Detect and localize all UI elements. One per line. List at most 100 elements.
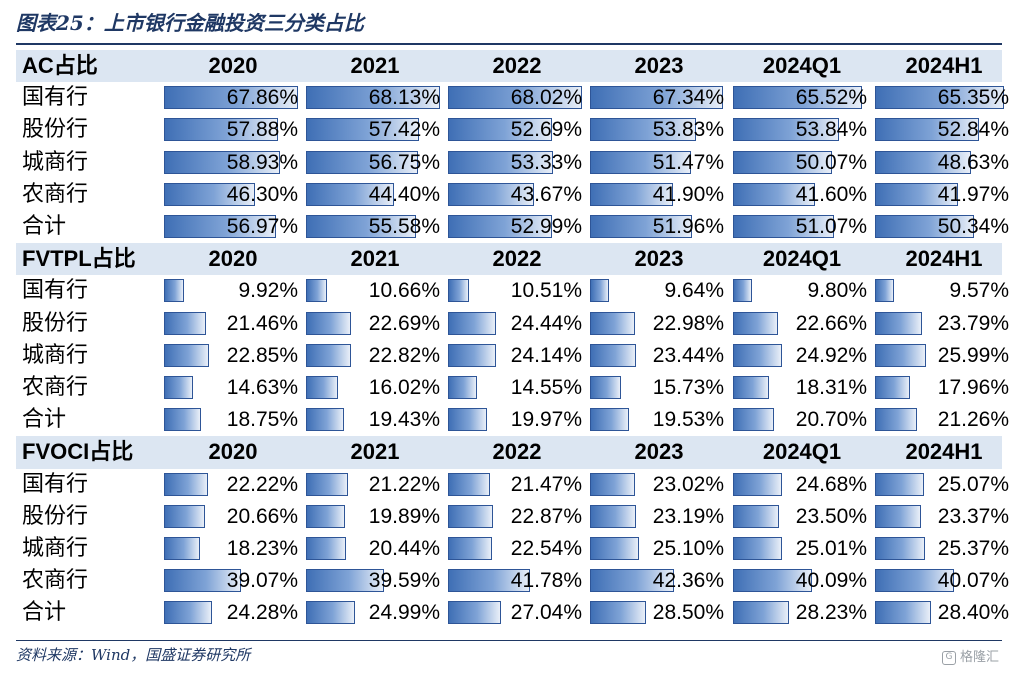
data-bar (306, 376, 338, 399)
value-cell: 10.51% (448, 275, 586, 307)
data-bar (448, 504, 494, 528)
value-text: 28.50% (652, 601, 724, 625)
column-header: 2024Q1 (762, 53, 842, 78)
column-header: 2023 (634, 246, 684, 272)
table-row: 城商行 58.93% 56.75% 53.33% 51.47% 50.07% 48.63% (16, 147, 1009, 179)
value-text: 53.83% (652, 118, 724, 142)
value-cell: 24.68% (733, 469, 871, 501)
data-bar (875, 118, 980, 142)
value-text: 52.84% (937, 118, 1009, 142)
value-cell: 55.58% (306, 211, 444, 243)
value-text: 18.75% (226, 408, 298, 432)
value-cell: 39.07% (164, 565, 302, 597)
column-header: 2021 (350, 439, 400, 465)
data-bar (448, 311, 497, 335)
value-text: 22.82% (368, 343, 440, 367)
column-header: 2022 (492, 246, 542, 272)
data-bar (875, 569, 954, 593)
data-bar (306, 472, 348, 496)
value-cell: 18.75% (164, 404, 302, 436)
value-cell: 43.67% (448, 179, 586, 211)
value-cell: 23.37% (875, 501, 1009, 533)
value-cell: 9.80% (733, 275, 871, 307)
value-text: 50.34% (937, 215, 1009, 238)
value-cell: 19.97% (448, 404, 586, 436)
value-text: 19.53% (652, 408, 724, 432)
data-bar (590, 279, 609, 303)
value-text: 17.96% (937, 376, 1009, 399)
value-text: 43.67% (510, 182, 582, 206)
data-bar (875, 311, 922, 335)
table-row: 合计 56.97% 55.58% 52.99% 51.96% 51.07% 50.34% (16, 211, 1009, 243)
value-cell: 22.85% (164, 340, 302, 372)
value-cell: 25.07% (875, 469, 1009, 501)
value-text: 23.19% (652, 504, 724, 528)
data-bar (733, 537, 783, 560)
value-text: 52.69% (510, 118, 582, 142)
data-bar (448, 118, 552, 142)
data-bar (306, 150, 418, 174)
column-header: 2024H1 (905, 439, 983, 465)
value-text: 23.37% (937, 504, 1009, 528)
value-cell: 52.69% (448, 114, 586, 146)
value-cell: 19.53% (590, 404, 728, 436)
footer-divider (16, 640, 1002, 641)
column-header: 2024Q1 (762, 246, 842, 272)
data-bar (448, 215, 553, 238)
value-cell: 41.90% (590, 179, 728, 211)
data-bar (590, 504, 636, 528)
value-text: 56.97% (226, 215, 298, 238)
value-cell: 20.66% (164, 501, 302, 533)
value-cell: 51.96% (590, 211, 728, 243)
value-text: 20.44% (368, 537, 440, 560)
data-bar (733, 215, 834, 238)
data-bar (875, 150, 971, 174)
value-cell: 23.19% (590, 501, 728, 533)
value-cell: 10.66% (306, 275, 444, 307)
value-cell: 15.73% (590, 372, 728, 404)
data-bar (875, 279, 894, 303)
data-bar (590, 215, 693, 238)
value-cell: 68.13% (306, 82, 444, 114)
data-bar (875, 182, 958, 206)
value-text: 15.73% (652, 376, 724, 399)
table-row: 城商行 18.23% 20.44% 22.54% 25.10% 25.01% 25.37% (16, 533, 1009, 565)
source-note: 资料来源：Wind，国盛证券研究所 (16, 646, 251, 664)
value-text: 24.99% (368, 601, 440, 625)
data-bar (590, 569, 674, 593)
table-row: 合计 24.28% 24.99% 27.04% 28.50% 28.23% 28.40% (16, 597, 1009, 629)
value-cell: 67.86% (164, 82, 302, 114)
value-text: 22.85% (226, 343, 298, 367)
title-divider (16, 43, 1002, 45)
data-bar (448, 182, 535, 206)
data-bar (590, 86, 723, 110)
value-text: 10.66% (368, 279, 440, 303)
data-bar (875, 86, 1004, 110)
value-text: 20.66% (226, 504, 298, 528)
value-text: 23.50% (795, 504, 867, 528)
value-cell: 18.31% (733, 372, 871, 404)
row-label: 城商行 (22, 536, 89, 561)
value-cell: 65.35% (875, 82, 1009, 114)
value-text: 20.70% (795, 408, 867, 432)
section-header-row: FVOCI占比 2020 2021 2022 2023 2024Q1 2024H1 (16, 436, 1002, 469)
data-bar (306, 343, 351, 367)
data-bar (306, 215, 416, 238)
value-text: 28.40% (937, 601, 1009, 625)
value-cell: 24.92% (733, 340, 871, 372)
column-header: 2020 (208, 53, 258, 78)
data-bar (448, 408, 488, 432)
value-text: 25.37% (937, 537, 1009, 560)
data-bar (875, 537, 925, 560)
value-text: 24.68% (795, 472, 867, 496)
data-bar (164, 118, 279, 142)
section-title: FVOCI占比 (22, 439, 134, 465)
data-bar (306, 86, 441, 110)
value-text: 9.64% (664, 279, 724, 303)
value-cell: 23.44% (590, 340, 728, 372)
value-text: 53.84% (795, 118, 867, 142)
value-cell: 53.83% (590, 114, 728, 146)
value-cell: 24.44% (448, 308, 586, 340)
data-bar (448, 601, 502, 625)
value-text: 21.47% (510, 472, 582, 496)
